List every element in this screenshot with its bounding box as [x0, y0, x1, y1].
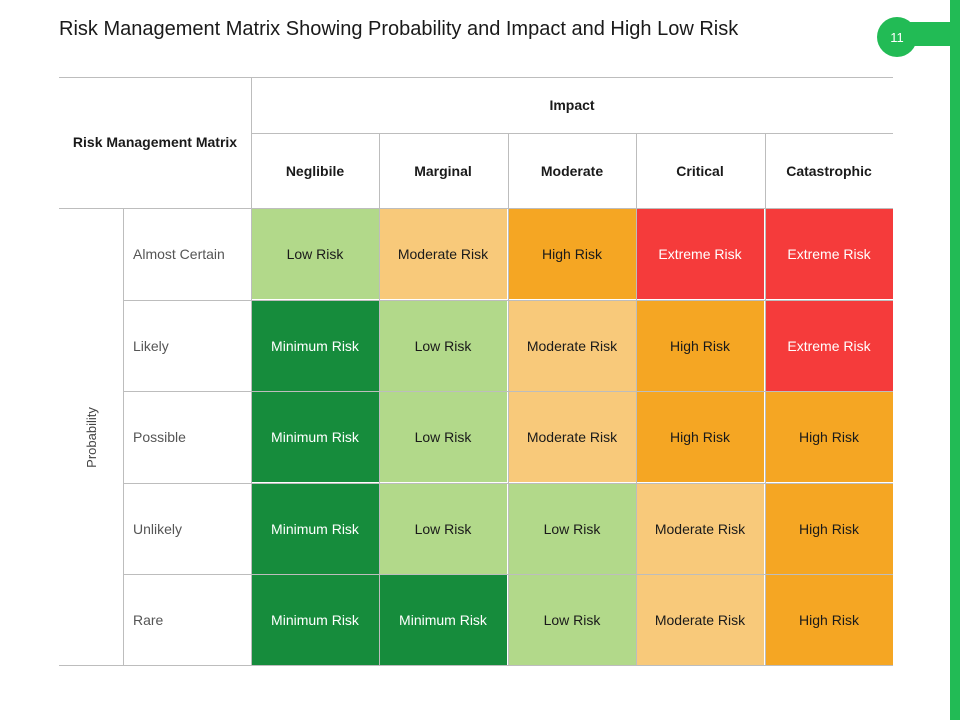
- row-label-almost-certain: Almost Certain: [133, 245, 225, 262]
- risk-cell: Extreme Risk: [765, 208, 893, 299]
- grid-line: [765, 133, 766, 666]
- grid-line: [123, 208, 124, 666]
- row-label-rare: Rare: [133, 611, 164, 628]
- grid-line: [59, 665, 893, 666]
- risk-cell: Moderate Risk: [508, 391, 636, 482]
- risk-cell: High Risk: [636, 391, 764, 482]
- risk-cell: Extreme Risk: [636, 208, 764, 299]
- grid-line: [251, 77, 252, 666]
- risk-cell: Moderate Risk: [379, 208, 507, 299]
- risk-cell: Moderate Risk: [508, 300, 636, 391]
- impact-level-marginal: Marginal: [414, 162, 472, 179]
- grid-line: [251, 133, 893, 134]
- impact-level-critical: Critical: [676, 162, 724, 179]
- risk-cell: High Risk: [508, 208, 636, 299]
- impact-level-negligible: Neglibile: [285, 162, 345, 179]
- risk-cell: Minimum Risk: [379, 574, 507, 665]
- risk-cell: Minimum Risk: [251, 574, 379, 665]
- risk-cell: High Risk: [765, 574, 893, 665]
- risk-cell: Minimum Risk: [251, 300, 379, 391]
- probability-label: Probability: [83, 406, 99, 468]
- grid-line: [379, 133, 380, 666]
- risk-cell: Low Risk: [508, 483, 636, 574]
- row-label-possible: Possible: [133, 428, 186, 445]
- risk-cell: Low Risk: [379, 483, 507, 574]
- risk-cell: Minimum Risk: [251, 391, 379, 482]
- right-accent-bar: [950, 0, 960, 720]
- risk-cell: High Risk: [765, 391, 893, 482]
- risk-cell: Moderate Risk: [636, 483, 764, 574]
- risk-matrix: Risk Management Matrix Impact Neglibile …: [59, 77, 893, 666]
- row-label-unlikely: Unlikely: [133, 520, 183, 537]
- matrix-corner-label: Risk Management Matrix: [72, 134, 238, 150]
- risk-cell: Low Risk: [379, 391, 507, 482]
- impact-level-catastrophic: Catastrophic: [786, 162, 872, 179]
- risk-cell: Minimum Risk: [251, 483, 379, 574]
- grid-line: [251, 77, 893, 78]
- grid-line: [508, 133, 509, 666]
- risk-cell: High Risk: [765, 483, 893, 574]
- row-label-likely: Likely: [133, 337, 169, 354]
- page-number-badge: 11: [877, 17, 917, 57]
- grid-line: [59, 77, 251, 78]
- grid-line: [636, 133, 637, 666]
- risk-cell: Low Risk: [251, 208, 379, 299]
- risk-cell: High Risk: [636, 300, 764, 391]
- risk-cell: Low Risk: [508, 574, 636, 665]
- probability-axis: Probability: [59, 208, 123, 666]
- grid-line: [59, 208, 893, 209]
- impact-header: Impact: [549, 97, 595, 113]
- risk-cell: Extreme Risk: [765, 300, 893, 391]
- slide-title: Risk Management Matrix Showing Probabili…: [59, 18, 739, 40]
- impact-level-moderate: Moderate: [540, 162, 604, 179]
- risk-cell: Low Risk: [379, 300, 507, 391]
- risk-cell: Moderate Risk: [636, 574, 764, 665]
